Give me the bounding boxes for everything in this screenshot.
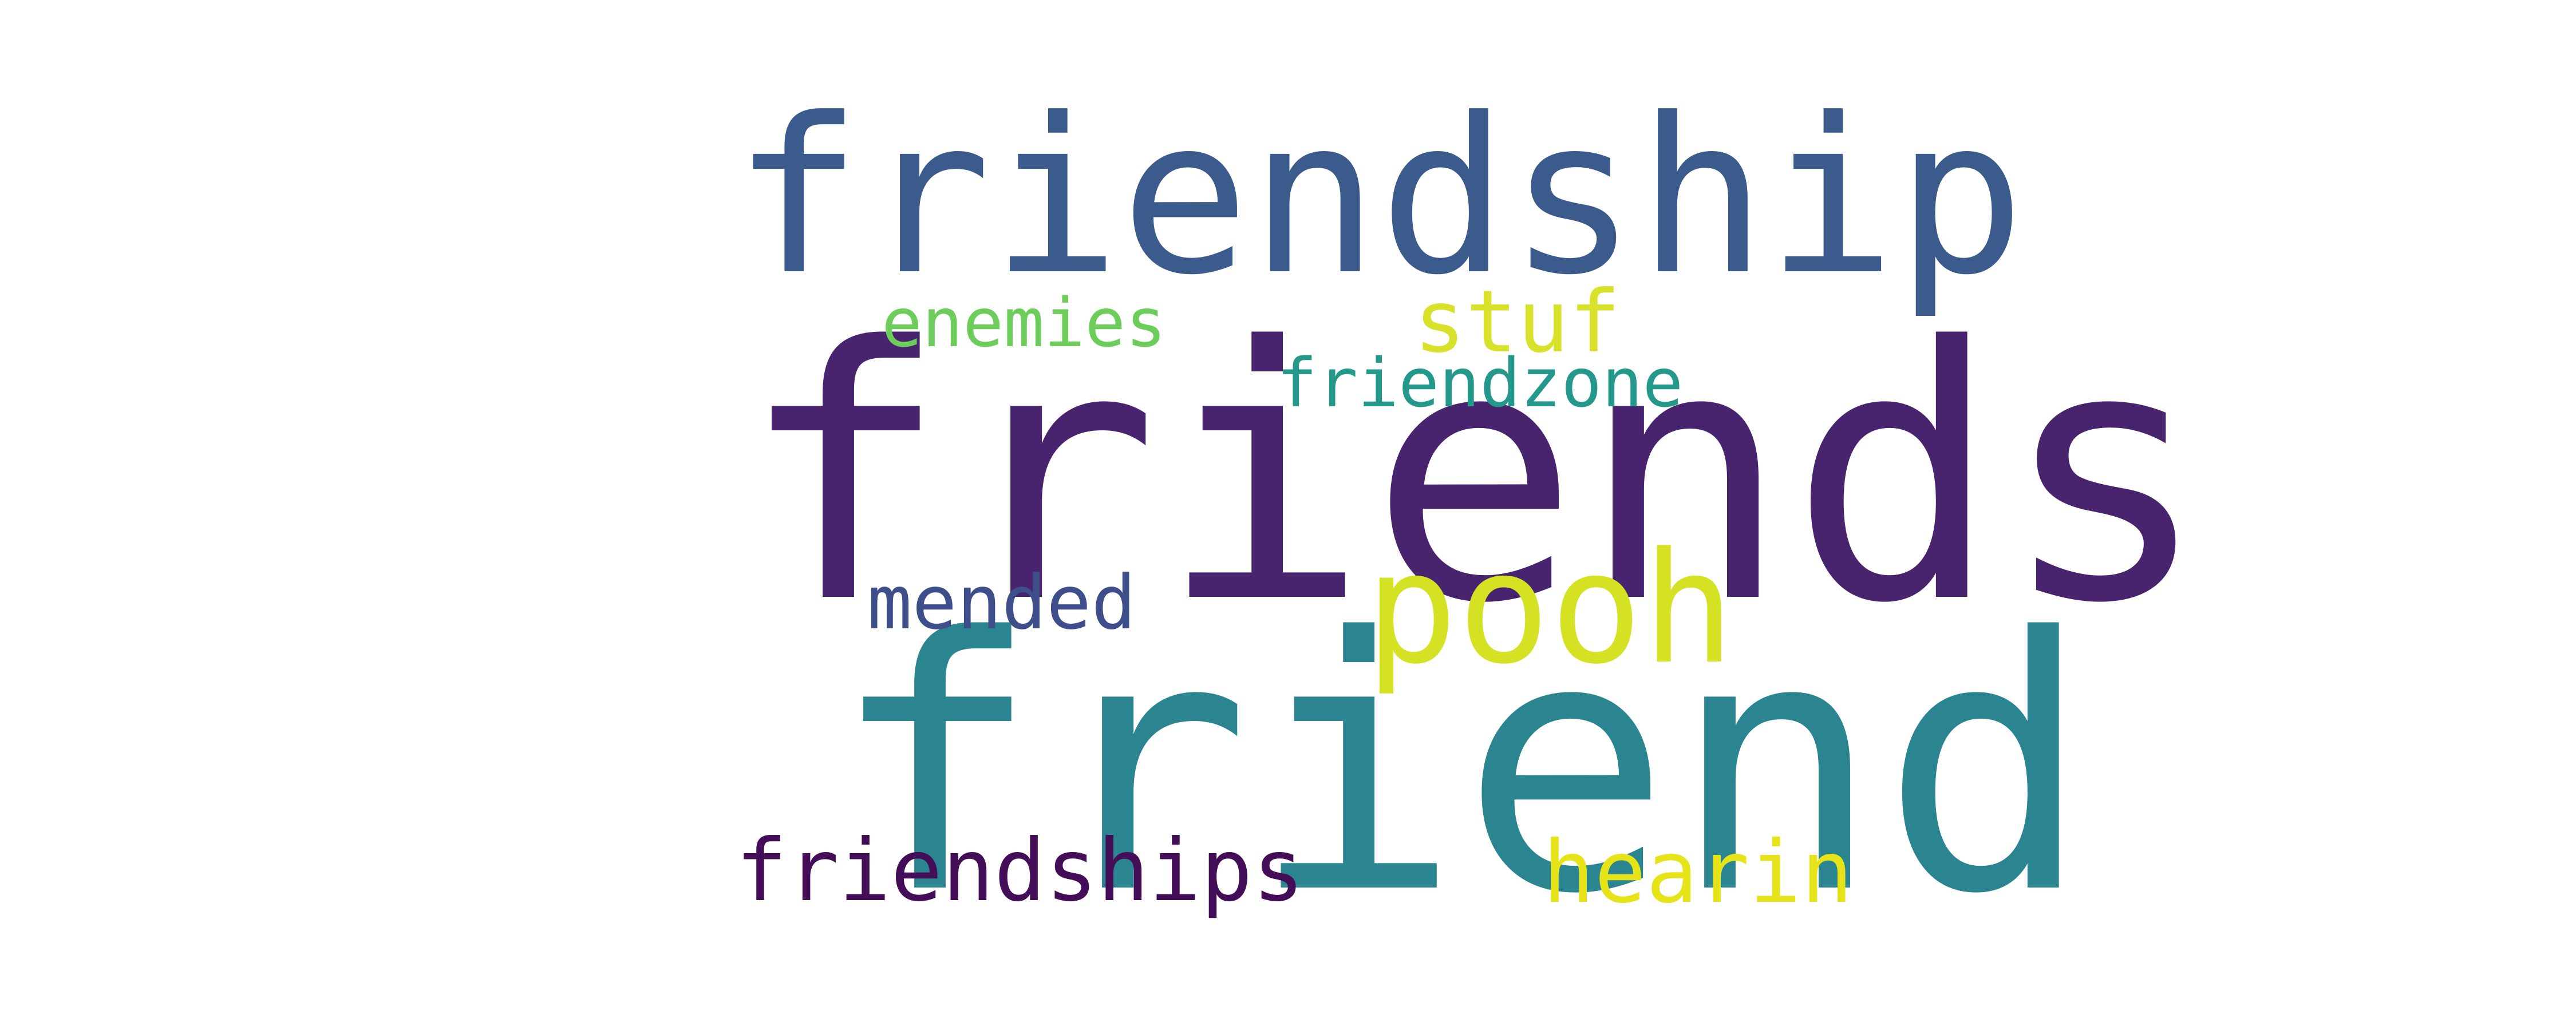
word-enemies: enemies xyxy=(882,283,1167,362)
word-pooh: pooh xyxy=(1365,520,1735,698)
word-friends: friends xyxy=(738,273,2210,679)
word-friendships: friendships xyxy=(736,821,1305,921)
word-friend: friend xyxy=(830,564,2092,970)
word-hearin: hearin xyxy=(1543,823,1853,922)
word-stuf: stuf xyxy=(1414,272,1621,372)
word-friendship: friendship xyxy=(733,73,2025,322)
word-mended: mended xyxy=(867,559,1136,646)
word-friendzone: friendzone xyxy=(1277,343,1684,422)
